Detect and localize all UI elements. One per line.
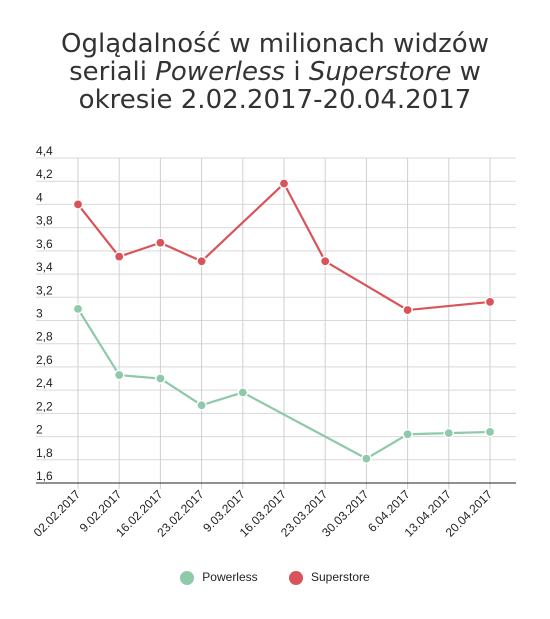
- y-tick-label: 3,8: [36, 214, 53, 228]
- y-tick-label: 3,6: [36, 237, 53, 251]
- y-tick-label: 4,2: [36, 167, 53, 181]
- y-tick-label: 3,2: [36, 283, 53, 297]
- y-tick-label: 2,6: [36, 353, 53, 367]
- y-tick-label: 3: [36, 307, 43, 321]
- chart-title: Oglądalność w milionach widzów seriali P…: [0, 30, 550, 114]
- data-point-powerless: [113, 369, 125, 381]
- x-tick-label: 02.02.2017: [31, 487, 84, 540]
- legend-swatch-powerless: [180, 571, 195, 586]
- y-tick-label: 2,4: [36, 376, 53, 390]
- title-line-2: seriali Powerless i Superstore w: [69, 57, 481, 87]
- legend-label-superstore: Superstore: [311, 570, 370, 585]
- data-point-powerless: [484, 426, 496, 438]
- legend-label-powerless: Powerless: [202, 570, 258, 585]
- data-point-powerless: [361, 453, 372, 464]
- y-tick-label: 4: [36, 190, 43, 204]
- data-point-superstore: [155, 237, 166, 249]
- legend-item-superstore: Superstore: [289, 570, 370, 586]
- data-point-superstore: [278, 178, 290, 189]
- title-line-1: Oglądalność w milionach widzów: [61, 29, 489, 59]
- y-tick-label: 4,4: [36, 144, 53, 158]
- data-point-powerless: [196, 399, 207, 411]
- legend-swatch-superstore: [289, 571, 303, 586]
- data-point-superstore: [484, 296, 496, 308]
- y-tick-label: 2,8: [36, 330, 53, 344]
- series-line-superstore: [77, 182, 491, 312]
- data-point-superstore: [196, 256, 207, 267]
- data-point-superstore: [402, 304, 413, 316]
- legend-item-powerless: Powerless: [180, 570, 258, 586]
- data-point-powerless: [72, 303, 84, 315]
- data-point-powerless: [443, 427, 455, 439]
- line-chart: 4,4 4,2 4 3,8 3,6 3,4 3,2 3 2,8 2,6 2,4 2,2 2 1,8 1,6 0…: [31, 144, 516, 540]
- y-tick-label: 1,8: [36, 446, 53, 460]
- legend: Powerless Superstore: [0, 570, 550, 586]
- title-line-3: okresie 2.02.2017-20.04.2017: [78, 85, 472, 115]
- data-point-powerless: [402, 428, 413, 440]
- data-point-superstore: [319, 256, 331, 267]
- data-point-superstore: [72, 199, 84, 210]
- y-tick-label: 3,4: [36, 260, 53, 274]
- data-point-superstore: [113, 251, 125, 262]
- data-point-powerless: [155, 373, 166, 384]
- y-tick-label: 2: [36, 423, 43, 437]
- y-tick-label: 2,2: [36, 399, 53, 413]
- y-tick-label: 1,6: [36, 469, 53, 483]
- data-point-powerless: [237, 387, 249, 398]
